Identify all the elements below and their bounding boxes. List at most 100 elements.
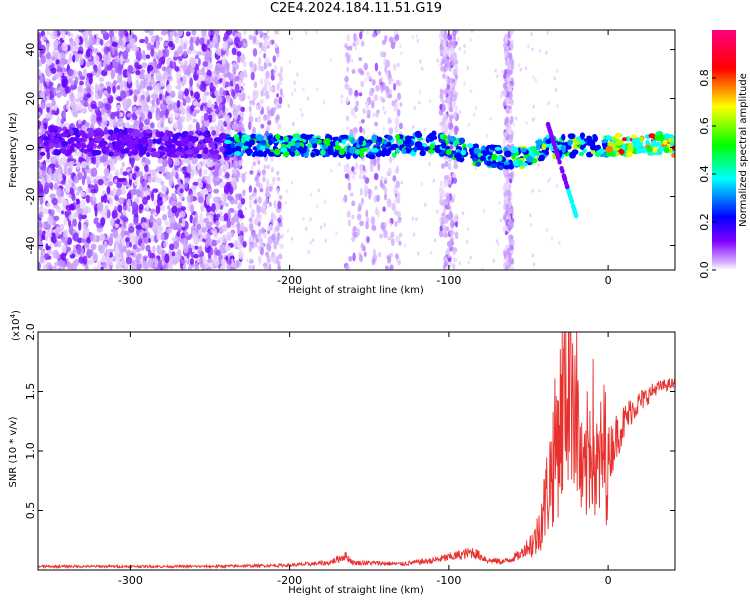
spectrogram-cell [371, 33, 377, 38]
spectrogram-cell [374, 121, 379, 127]
spectrogram-cell [394, 185, 397, 190]
spectrogram-cell [79, 75, 86, 81]
spectrogram-cell [42, 122, 48, 130]
spectrogram-cell [290, 91, 294, 96]
spectrogram-cell [67, 68, 74, 77]
spectrogram-cell [231, 123, 239, 130]
spectrogram-cell [262, 174, 266, 179]
spectrogram-cell [46, 43, 50, 53]
spectrogram-cell [90, 188, 97, 194]
spectrogram-cell [466, 65, 469, 70]
spectrogram-cell [357, 205, 361, 213]
spectrogram-cell [277, 217, 282, 223]
spectrogram-cell [215, 47, 221, 55]
spectrogram-cell [504, 150, 512, 158]
spectrogram-cell [444, 175, 450, 180]
spectrogram-cell [87, 30, 93, 35]
spectrogram-cell [44, 130, 51, 135]
spectrogram-cell [265, 197, 269, 204]
spectrogram-cell [517, 63, 521, 68]
spectrogram-cell [561, 133, 566, 141]
spectrogram-cell [183, 60, 188, 67]
spectrogram-cell [226, 38, 234, 43]
spectrogram-cell [151, 191, 155, 202]
spectrogram-cell [376, 30, 381, 35]
spectrogram-cell [187, 203, 191, 212]
spectrogram-cell [311, 138, 319, 143]
spectrogram-cell [86, 93, 92, 99]
spectrogram-cell [267, 229, 271, 235]
spectrogram-cell [389, 156, 393, 164]
spectrogram-cell [155, 151, 161, 158]
spectrogram-cell [47, 216, 54, 226]
spectrogram-cell [216, 213, 221, 218]
spectrogram-cell [213, 104, 219, 110]
spectrogram-cell [249, 222, 254, 232]
spectrogram-cell [558, 240, 561, 245]
spectrogram-cell [119, 259, 126, 267]
spectrogram-cell [358, 254, 363, 263]
spectrogram-cell [130, 158, 135, 169]
spectrogram-cell [415, 34, 418, 39]
spectrogram-cell [158, 165, 166, 173]
spectrogram-cell [198, 196, 204, 204]
spectrogram-cell [225, 202, 229, 208]
spectrogram-cell [433, 238, 437, 243]
spectrogram-cell [267, 236, 273, 246]
spectrogram-cell [191, 30, 197, 36]
spectrogram-cell [349, 192, 354, 197]
spectrogram-cell [52, 137, 61, 145]
spectrogram-cell [131, 114, 138, 121]
spectrogram-cell [259, 214, 262, 219]
spectrogram-cell [360, 80, 365, 88]
spectrogram-cell [85, 164, 90, 171]
spectrogram-cell [195, 232, 199, 239]
spectrogram-cell [531, 117, 535, 122]
spectrogram-cell [467, 227, 470, 232]
spectrogram-cell [263, 53, 267, 59]
spectrogram-cell [76, 161, 81, 168]
spectrogram-cell [440, 88, 444, 97]
spectrogram-cell [514, 116, 518, 121]
spectrogram-cell [347, 219, 352, 227]
spectrogram-cell [211, 154, 219, 160]
spectrogram-cell [116, 188, 122, 196]
spectrogram-cell [192, 48, 196, 55]
spectrogram-cell [135, 263, 143, 270]
spectrogram-cell [244, 148, 253, 155]
spectrogram-cell [97, 178, 104, 186]
spectrogram-cell [254, 117, 259, 123]
spectrogram-cell [132, 244, 137, 250]
spectrogram-cell [663, 147, 670, 154]
spectrogram-cell [94, 106, 101, 116]
spectrogram-cell [124, 236, 130, 243]
spectrogram-cell [227, 195, 234, 201]
spectrogram-cell [257, 196, 262, 204]
spectrogram-cell [354, 46, 358, 51]
spectrogram-cell [152, 245, 156, 254]
spectrogram-cell [149, 122, 155, 129]
spectrogram-cell [335, 140, 340, 147]
spectrogram-cell [125, 98, 132, 108]
spectrogram-cell [139, 132, 144, 139]
spectrogram-cell [508, 175, 512, 180]
spectrogram-cell [346, 126, 350, 131]
spectrogram-cell [153, 211, 158, 216]
spectrogram-cell [212, 231, 217, 236]
spectrogram-cell [340, 99, 343, 104]
spectrogram-cell [141, 103, 146, 113]
spectrogram-cell [222, 104, 226, 113]
spectrogram-cell [105, 81, 112, 87]
spectrogram-cell [232, 66, 237, 75]
spectrogram-cell [443, 217, 449, 224]
spectrogram-cell [200, 203, 205, 213]
spectrogram-cell [112, 229, 119, 238]
spectrogram-cell [192, 181, 199, 187]
spectrogram-cell [353, 126, 358, 135]
spectrogram-cell [262, 150, 268, 158]
spectrogram-cell [199, 212, 203, 223]
spectrogram-cell [167, 205, 171, 210]
spectrogram-cell [454, 152, 462, 159]
spectrogram-cell [519, 67, 522, 72]
spectrogram-cell [163, 41, 169, 47]
